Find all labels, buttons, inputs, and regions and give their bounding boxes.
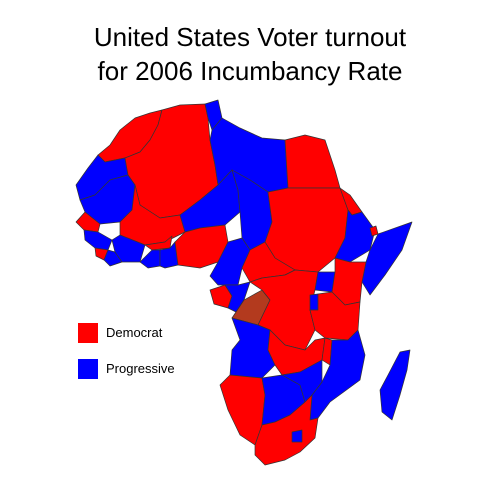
region-rwanda-burundi <box>309 293 319 311</box>
region-namibia <box>219 374 266 446</box>
legend-swatch-progressive <box>78 359 98 379</box>
map-title: United States Voter turnout for 2006 Inc… <box>0 20 500 88</box>
region-zimbabwe <box>281 359 323 403</box>
region-madagascar <box>379 349 411 421</box>
map-title-line-2: for 2006 Incumbancy Rate <box>97 56 403 86</box>
region-angola <box>229 317 276 379</box>
map-title-line-1: United States Voter turnout <box>93 22 407 52</box>
legend-label-progressive: Progressive <box>106 361 175 376</box>
region-uganda <box>314 271 336 293</box>
legend-label-democrat: Democrat <box>106 325 163 340</box>
region-egypt <box>284 134 341 189</box>
region-sudan <box>264 187 349 273</box>
region-south-africa <box>254 394 319 466</box>
region-burkina-faso <box>144 235 173 251</box>
legend-swatch-democrat <box>78 323 98 343</box>
region-mozambique <box>309 329 366 421</box>
region-lesotho <box>291 429 303 443</box>
region-guinea <box>83 229 113 251</box>
region-somalia <box>361 221 413 296</box>
